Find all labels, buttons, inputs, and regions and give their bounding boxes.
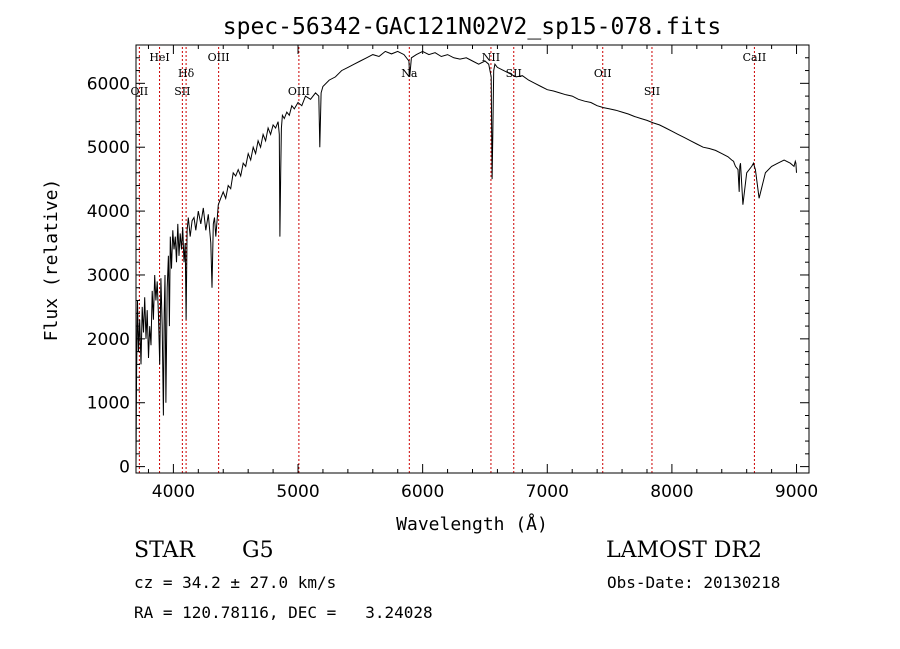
y-tick-label: 4000 — [87, 202, 130, 222]
y-axis: 0 1000 2000 3000 4000 5000 6000 — [87, 57, 809, 478]
emission-line-label: OIII — [288, 85, 310, 98]
x-tick-label: 5000 — [276, 482, 319, 502]
emission-line-label: OIII — [208, 51, 230, 64]
survey-label: LAMOST DR2 — [606, 538, 762, 563]
y-tick-label: 1000 — [87, 394, 130, 414]
emission-line-label: SII — [506, 67, 522, 80]
emission-line-label: CaII — [743, 51, 767, 64]
x-axis: 4000 5000 6000 7000 8000 9000 — [147, 45, 818, 502]
y-tick-label: 2000 — [87, 330, 130, 350]
x-tick-label: 8000 — [650, 482, 693, 502]
x-tick-label: 7000 — [526, 482, 569, 502]
chart-title: spec-56342-GAC121N02V2_sp15-078.fits — [223, 14, 722, 40]
emission-line-markers — [138, 47, 755, 473]
x-tick-label: 6000 — [401, 482, 444, 502]
emission-line-label: Hδ — [178, 67, 195, 80]
emission-line-label: SII — [644, 85, 660, 98]
y-axis-label: Flux (relative) — [41, 179, 62, 342]
emission-line-label: OII — [594, 67, 612, 80]
plot-frame — [135, 44, 810, 474]
obs-date: Obs-Date: 20130218 — [607, 573, 781, 592]
y-tick-label: 5000 — [87, 138, 130, 158]
emission-line-label: NII — [482, 51, 500, 64]
y-tick-label: 3000 — [87, 266, 130, 286]
emission-line-label: SII — [174, 85, 190, 98]
redshift-readout: cz = 34.2 ± 27.0 km/s — [134, 573, 337, 592]
y-tick-label: 6000 — [87, 74, 130, 94]
coordinates: RA = 120.78116, DEC = 3.24028 — [134, 603, 433, 622]
object-type: STAR — [134, 538, 195, 563]
subclass: G5 — [242, 538, 274, 563]
x-axis-label: Wavelength (Å) — [396, 513, 548, 535]
emission-line-label: HeI — [149, 51, 169, 64]
y-tick-label: 0 — [119, 458, 130, 478]
x-tick-label: 4000 — [152, 482, 195, 502]
x-tick-label: 9000 — [775, 482, 818, 502]
emission-line-label: OII — [131, 85, 149, 98]
spectrum-line — [135, 50, 797, 467]
